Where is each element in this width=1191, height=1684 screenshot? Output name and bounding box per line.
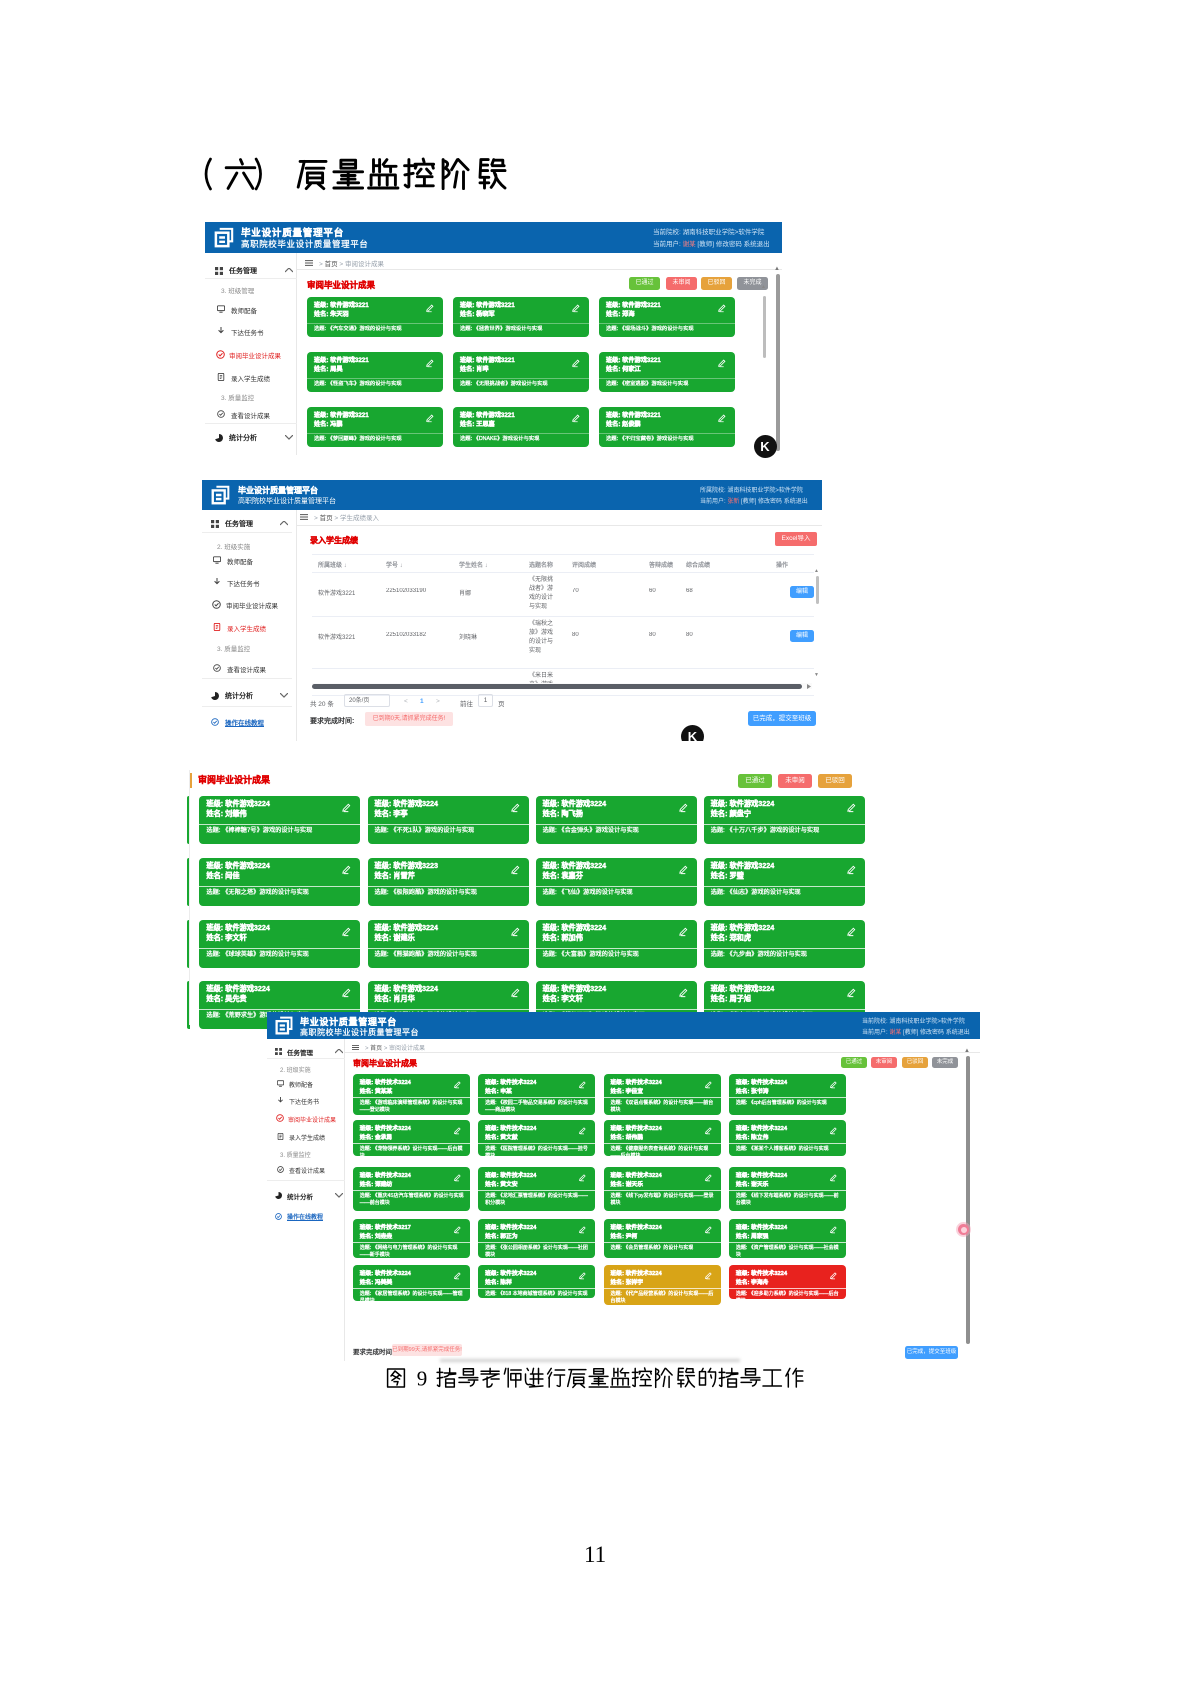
svg-text:9: 9 [417,1367,428,1391]
